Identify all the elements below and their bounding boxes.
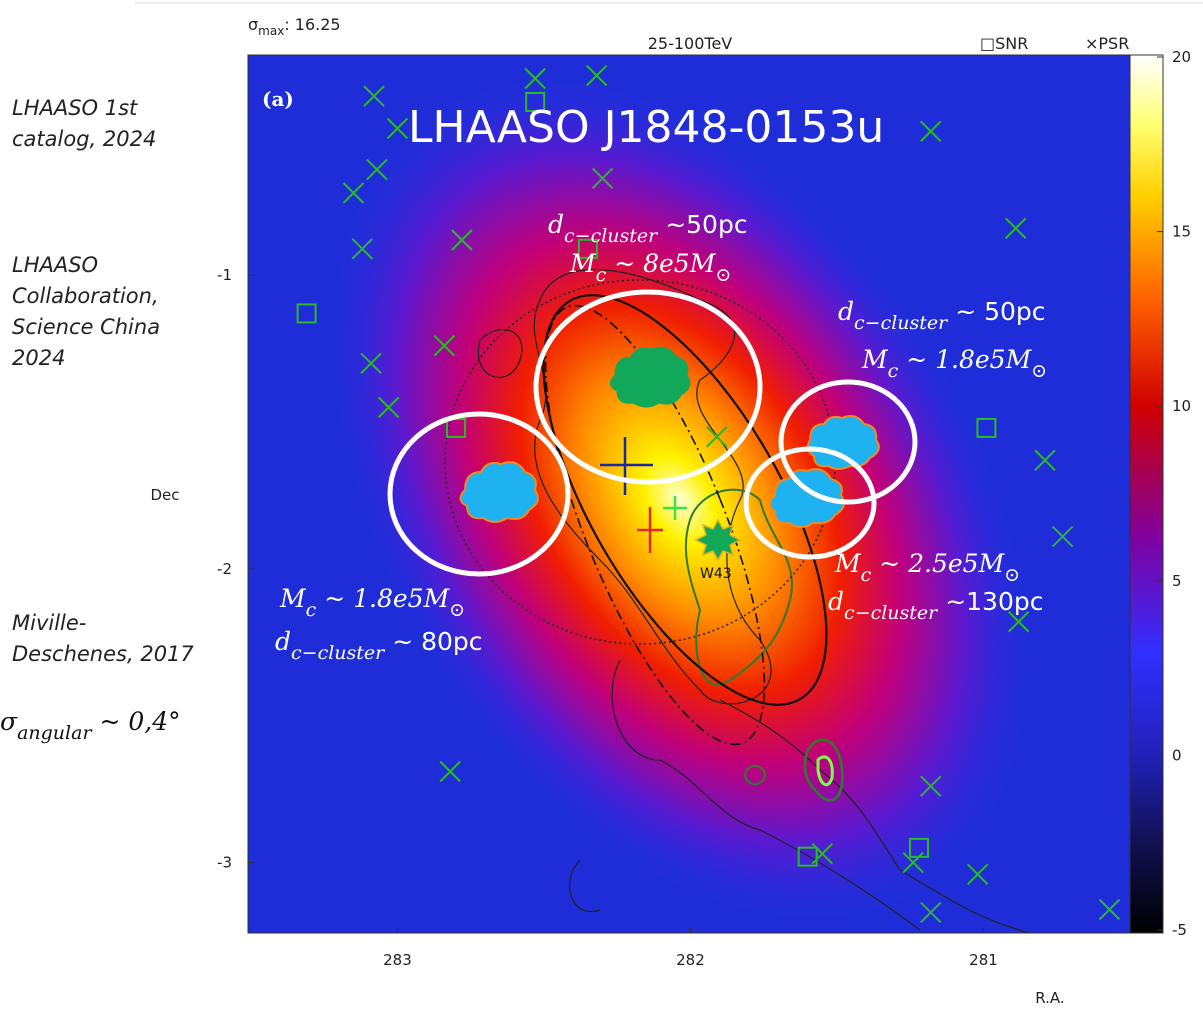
annotation-part: angular xyxy=(17,722,93,744)
annotation-part: ~50pc xyxy=(657,210,747,239)
annotation-part: ~ 8e5M xyxy=(606,249,716,278)
annotation-part: c−cluster xyxy=(844,602,939,624)
reference-line: Deschenes, 2017 xyxy=(12,642,194,666)
legend-label: SNR xyxy=(995,34,1028,53)
annotation-part: M xyxy=(834,549,862,578)
annotation-part: ⊙ xyxy=(449,599,465,621)
annotation-part: c xyxy=(888,360,899,382)
annotation-part: σ xyxy=(0,707,18,736)
reference-line: catalog, 2024 xyxy=(12,127,156,151)
annotation-part: c xyxy=(306,599,317,621)
annotation-part: ⊙ xyxy=(1031,360,1047,382)
sigma-sub: max xyxy=(258,24,284,38)
annotation-part: c−cluster xyxy=(564,225,659,247)
annotation-part: ~ 50pc xyxy=(947,297,1045,326)
colorbar-tick-label: 5 xyxy=(1172,572,1182,590)
legend-entry: □SNR xyxy=(980,34,1028,53)
annotation-part: c xyxy=(861,564,872,586)
x-tick-label: 281 xyxy=(969,951,998,969)
y-axis-label: Dec xyxy=(150,486,179,504)
annotation-part: ~130pc xyxy=(937,587,1043,616)
annotation-part: d xyxy=(275,627,291,656)
x-tick-label: 282 xyxy=(676,951,705,969)
reference-line: 2024 xyxy=(12,346,65,370)
annotation-part: ~ 1.8e5M xyxy=(898,345,1032,374)
cloud xyxy=(808,416,879,469)
w43-marker xyxy=(696,520,740,560)
annotation-part: ~ 2.5e5M xyxy=(871,549,1005,578)
annotation-part: ~ 80pc xyxy=(384,627,482,656)
x-axis-label: R.A. xyxy=(1035,989,1064,1007)
reference: LHAASO Collaboration, Science China 2024 xyxy=(12,253,160,370)
annotation-part: c−cluster xyxy=(291,642,386,664)
annotation-part: c−cluster xyxy=(854,312,949,334)
y-tick-label: -3 xyxy=(217,854,232,872)
annotation: σangular ~ 0,4° xyxy=(0,707,181,744)
reference-line: Science China xyxy=(12,315,160,339)
w43-label: W43 xyxy=(700,566,732,582)
annotation-part: M xyxy=(569,249,597,278)
figure: W43 (a) LHAASO J1848-0153u σmax: 16.25 2… xyxy=(0,0,1203,1011)
sigma-value: : 16.25 xyxy=(284,15,340,34)
legend-entry: ×PSR xyxy=(1085,34,1129,53)
sigma-max: σmax: 16.25 xyxy=(248,15,341,38)
y-tick-label: -2 xyxy=(217,560,232,578)
panel-label: (a) xyxy=(262,87,294,111)
annotation-part: ~ 0,4° xyxy=(92,707,181,736)
annotation-part: d xyxy=(548,210,564,239)
legend-symbol: × xyxy=(1085,34,1098,53)
annotation-part: ⊙ xyxy=(1004,564,1020,586)
y-tick-label: -1 xyxy=(217,266,232,284)
reference: Miville- Deschenes, 2017 xyxy=(12,611,194,666)
colorbar-tick-label: 10 xyxy=(1172,397,1191,415)
annotation-part: d xyxy=(838,297,854,326)
annotation-part: ⊙ xyxy=(715,264,731,286)
annotation-part: c xyxy=(596,264,607,286)
annotation-part: d xyxy=(828,587,844,616)
reference-line: LHAASO xyxy=(12,253,98,277)
colorbar-tick-label: -5 xyxy=(1172,921,1187,939)
source-name: LHAASO J1848-0153u xyxy=(408,102,884,153)
legend-label: PSR xyxy=(1098,34,1129,53)
legend-symbol: □ xyxy=(980,34,995,53)
reference-line: LHAASO 1st xyxy=(12,96,138,120)
annotation-part: M xyxy=(279,584,307,613)
annotation-part: M xyxy=(861,345,889,374)
colorbar-tick-label: 0 xyxy=(1172,746,1182,764)
reference-line: Collaboration, xyxy=(12,284,159,308)
sigma: σ xyxy=(248,15,258,34)
reference: LHAASO 1st catalog, 2024 xyxy=(12,96,156,151)
colorbar-tick-label: 15 xyxy=(1172,223,1191,241)
colorbar xyxy=(1130,55,1163,933)
energy-range: 25-100TeV xyxy=(648,34,733,53)
x-tick-label: 283 xyxy=(383,951,412,969)
annotation-part: ~ 1.8e5M xyxy=(316,584,450,613)
reference-line: Miville- xyxy=(12,611,86,635)
colorbar-tick-label: 20 xyxy=(1172,48,1191,66)
